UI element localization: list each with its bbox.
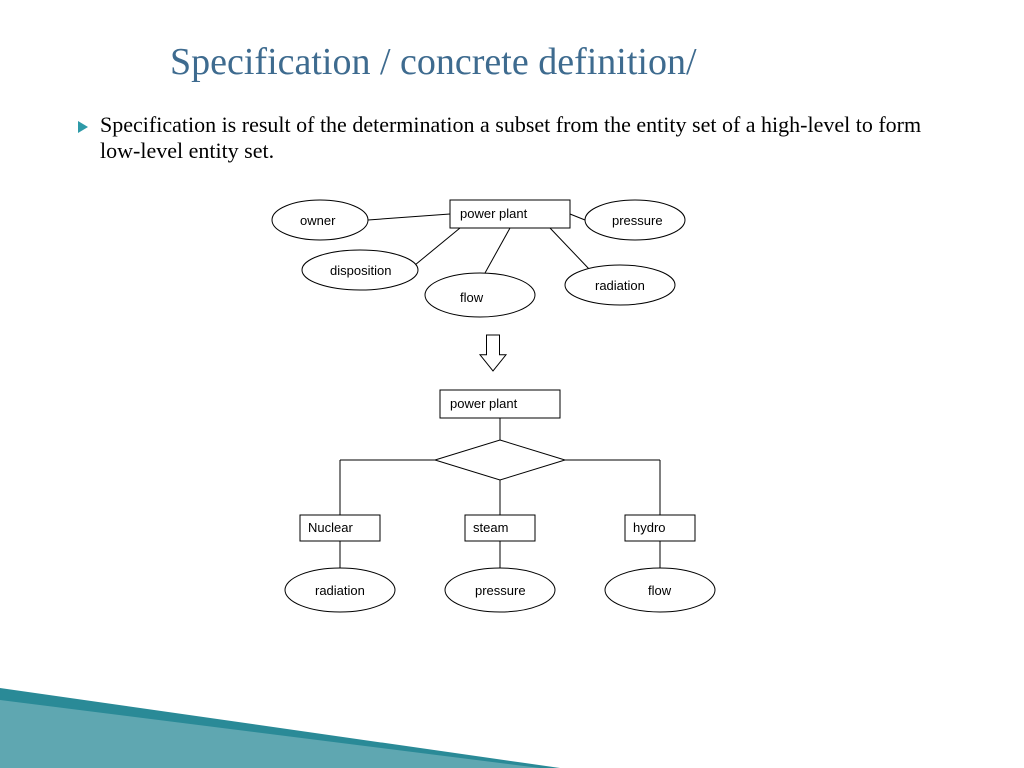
svg-text:flow: flow	[460, 290, 484, 305]
svg-text:disposition: disposition	[330, 263, 391, 278]
slide-title: Specification / concrete definition/	[170, 40, 697, 84]
bullet-arrow-icon	[78, 121, 88, 133]
svg-text:radiation: radiation	[315, 583, 365, 598]
svg-text:radiation: radiation	[595, 278, 645, 293]
svg-text:hydro: hydro	[633, 520, 666, 535]
svg-text:pressure: pressure	[612, 213, 663, 228]
bullet-row: Specification is result of the determina…	[78, 112, 958, 164]
svg-text:power plant: power plant	[450, 396, 518, 411]
svg-text:owner: owner	[300, 213, 336, 228]
svg-text:flow: flow	[648, 583, 672, 598]
bullet-text: Specification is result of the determina…	[100, 112, 958, 164]
svg-text:steam: steam	[473, 520, 508, 535]
svg-text:power plant: power plant	[460, 206, 528, 221]
svg-text:pressure: pressure	[475, 583, 526, 598]
er-diagram: owner disposition flow pressure radiation pow…	[250, 185, 810, 685]
svg-text:Nuclear: Nuclear	[308, 520, 353, 535]
